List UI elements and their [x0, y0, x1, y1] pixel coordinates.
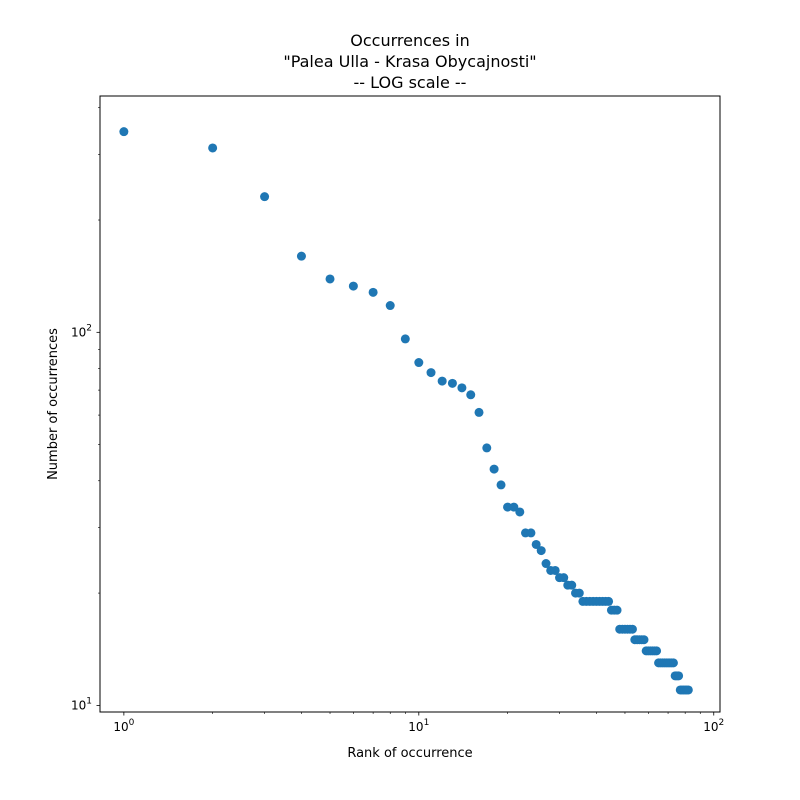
data-point	[503, 502, 513, 512]
data-point	[482, 443, 492, 453]
data-point	[457, 383, 467, 393]
data-point	[414, 358, 424, 368]
data-point	[325, 274, 335, 284]
data-point	[612, 605, 622, 615]
data-point	[400, 334, 410, 344]
data-point	[348, 281, 358, 291]
plot-frame	[99, 95, 721, 713]
data-point	[119, 127, 129, 137]
x-axis-ticks: 100 101 102	[113, 712, 724, 734]
x-axis-label: Rank of occurrence	[347, 746, 472, 761]
y-axis-ticks: 101 102	[71, 107, 100, 712]
chart-title-line: -- LOG scale --	[354, 73, 467, 92]
data-point	[604, 596, 614, 606]
data-point	[385, 301, 395, 311]
x-tick-label: 102	[703, 718, 724, 734]
data-point	[567, 580, 577, 590]
data-point	[368, 287, 378, 297]
data-point	[526, 528, 536, 538]
data-point	[466, 390, 476, 400]
data-point	[536, 546, 546, 556]
y-axis-label: Number of occurrences	[46, 328, 61, 480]
data-point	[260, 192, 270, 202]
y-tick-label: 102	[71, 323, 92, 339]
data-point	[509, 502, 519, 512]
data-point	[426, 368, 436, 378]
data-point	[550, 565, 560, 575]
data-point	[652, 646, 662, 656]
data-point	[296, 251, 306, 261]
data-point	[515, 507, 525, 517]
data-point	[559, 573, 569, 583]
data-point	[541, 559, 551, 569]
data-point	[447, 378, 457, 388]
data-point	[683, 685, 693, 695]
data-point	[474, 407, 484, 417]
data-point	[437, 376, 447, 386]
y-tick-label: 101	[71, 696, 92, 712]
chart-title-line: "Palea Ulla - Krasa Obycajnosti"	[283, 52, 536, 71]
data-point	[531, 539, 541, 549]
chart-title: Occurrences in "Palea Ulla - Krasa Obycaj…	[283, 31, 536, 92]
data-point	[574, 588, 584, 598]
x-tick-label: 101	[408, 718, 429, 734]
data-point	[668, 658, 678, 668]
data-point	[674, 671, 684, 681]
data-point	[627, 624, 637, 634]
x-tick-label: 100	[113, 718, 134, 734]
chart-title-line: Occurrences in	[350, 31, 469, 50]
data-point	[208, 143, 218, 153]
data-point	[496, 480, 506, 490]
data-points	[119, 127, 693, 695]
data-point	[639, 635, 649, 645]
data-point	[489, 464, 499, 474]
